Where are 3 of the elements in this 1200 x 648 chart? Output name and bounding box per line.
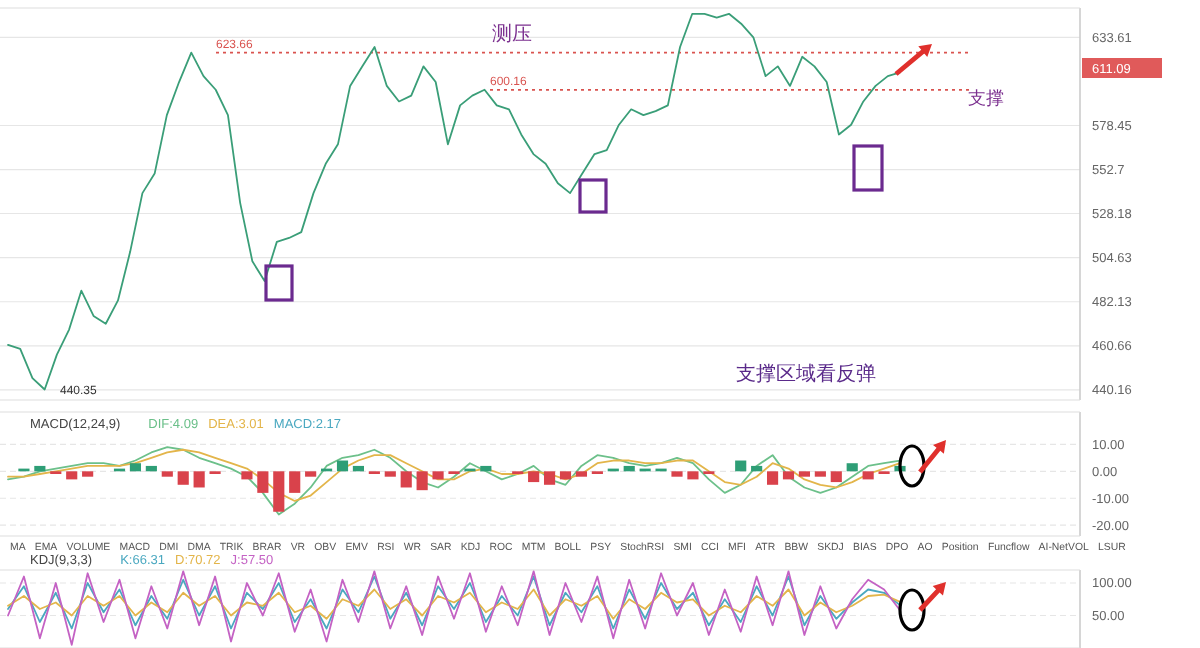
annotation: 测压 bbox=[492, 22, 532, 46]
text: 支撑 bbox=[968, 88, 1004, 108]
annotation: 支撑区域看反弹 bbox=[736, 362, 876, 386]
